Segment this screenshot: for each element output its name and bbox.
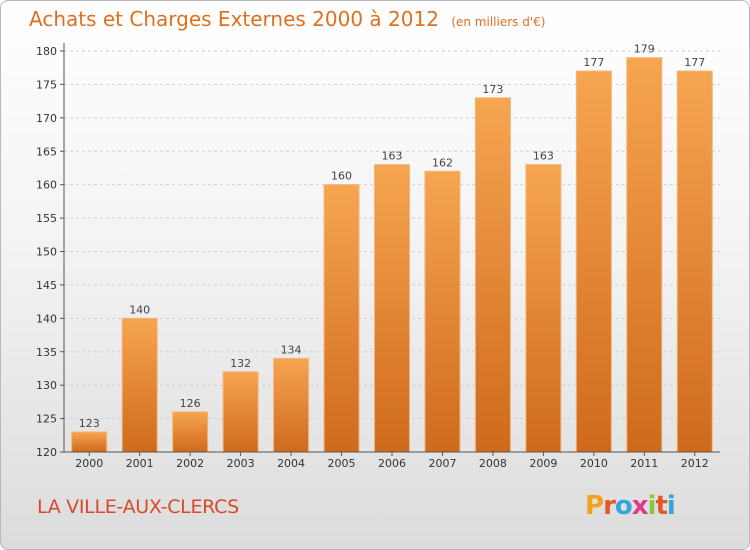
proxiti-logo[interactable]: Proxiti [585, 491, 676, 521]
y-tick-label: 155 [36, 212, 57, 225]
commune-name: LA VILLE-AUX-CLERCS [37, 496, 239, 518]
bar-value-label: 160 [331, 170, 352, 183]
bar-value-label: 177 [583, 56, 604, 69]
y-tick-label: 150 [36, 246, 57, 259]
x-tick-label: 2002 [176, 457, 204, 470]
bar[interactable] [676, 70, 713, 453]
y-tick-label: 165 [36, 145, 57, 158]
bar-value-label: 134 [281, 343, 302, 356]
bar[interactable] [323, 184, 360, 453]
y-tick-label: 180 [36, 45, 57, 58]
y-tick-label: 175 [36, 78, 57, 91]
logo-letter: t [655, 491, 667, 521]
x-tick-label: 2010 [580, 457, 608, 470]
x-tick-label: 2004 [277, 457, 305, 470]
x-tick-label: 2000 [75, 457, 103, 470]
y-tick-label: 120 [36, 446, 57, 459]
y-tick-label: 145 [36, 279, 57, 292]
bar-value-label: 140 [129, 303, 150, 316]
y-tick-label: 135 [36, 346, 57, 359]
chart-title: Achats et Charges Externes 2000 à 2012 (… [29, 7, 545, 31]
y-tick-label: 140 [36, 312, 57, 325]
x-tick-label: 2012 [681, 457, 709, 470]
logo-letter: i [666, 491, 676, 521]
y-tick-label: 170 [36, 112, 57, 125]
logo-letter: i [647, 491, 657, 521]
x-tick-label: 2003 [227, 457, 255, 470]
y-tick-label: 160 [36, 179, 57, 192]
logo-letter: r [603, 491, 616, 521]
bar[interactable] [525, 164, 562, 453]
bar-value-label: 132 [230, 357, 251, 370]
x-tick-label: 2006 [378, 457, 406, 470]
axes: 120 125 130 135 140 145 150 155 160 165 170 175 180 2… [36, 43, 720, 470]
bar[interactable] [222, 371, 259, 453]
x-tick-label: 2009 [529, 457, 557, 470]
y-tick-label: 130 [36, 379, 57, 392]
bar-value-label: 123 [79, 417, 100, 430]
bar-value-label: 126 [180, 397, 201, 410]
bar[interactable] [121, 317, 158, 453]
x-tick-label: 2007 [428, 457, 456, 470]
x-tick-label: 2008 [479, 457, 507, 470]
bar[interactable] [71, 431, 108, 453]
y-tick-label: 125 [36, 413, 57, 426]
bar[interactable] [172, 411, 209, 453]
x-tick-label: 2001 [126, 457, 154, 470]
x-tick-label: 2005 [328, 457, 356, 470]
logo-letter: x [631, 491, 649, 521]
logo-letter: P [585, 491, 604, 521]
bar[interactable] [273, 357, 310, 453]
bar[interactable] [374, 164, 410, 453]
bars: 123 140 126 132 134 160 163 162 173 163 177 179 177 [71, 43, 713, 453]
bar[interactable] [424, 170, 461, 453]
bar[interactable] [575, 70, 612, 453]
bar-value-label: 163 [533, 150, 554, 163]
bar[interactable] [626, 57, 663, 453]
title-text: Achats et Charges Externes 2000 à 2012 [29, 7, 439, 31]
bar[interactable] [474, 97, 511, 453]
unit-label: (en milliers d'€) [451, 15, 546, 29]
bar-value-label: 162 [432, 156, 453, 169]
logo-letter: o [614, 491, 633, 521]
x-tick-label: 2011 [630, 457, 658, 470]
bar-value-label: 163 [382, 150, 403, 163]
bar-value-label: 179 [634, 43, 655, 56]
bar-value-label: 177 [684, 56, 705, 69]
bar-value-label: 173 [482, 83, 503, 96]
